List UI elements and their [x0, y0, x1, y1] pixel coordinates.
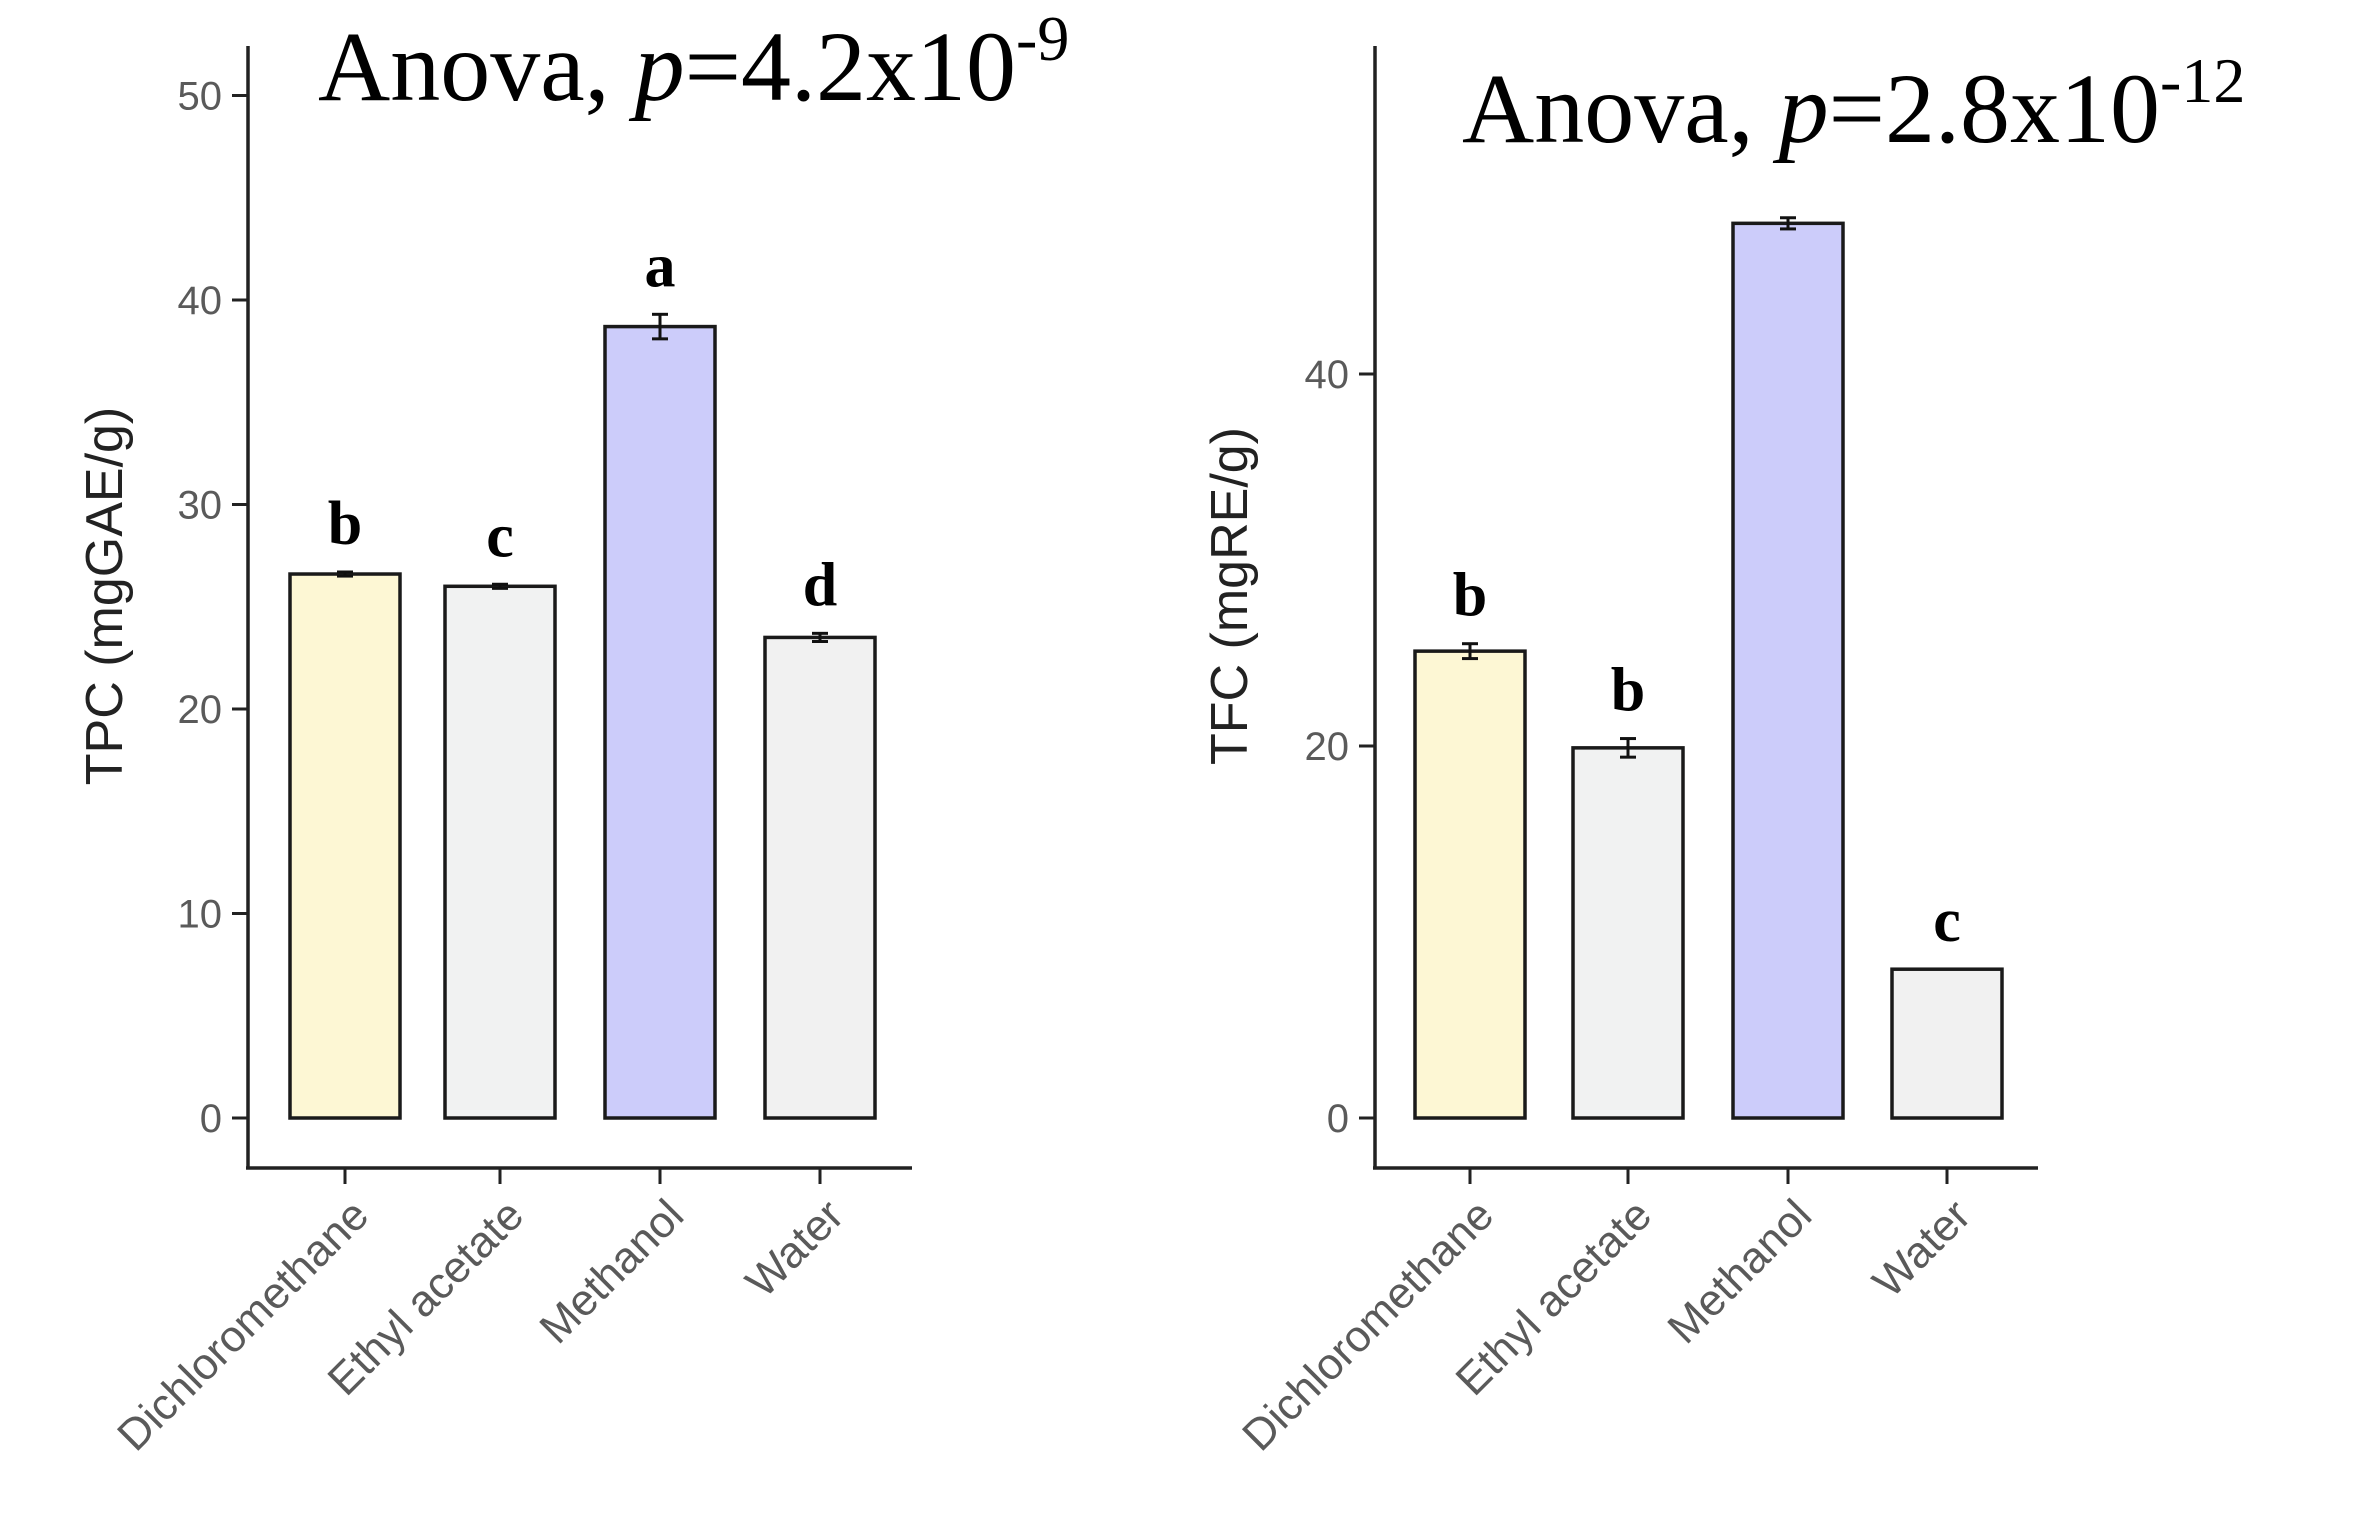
tpc-y-tick-label-1: 10 — [178, 893, 223, 937]
tpc-bar-water — [763, 635, 877, 1120]
tfc-significance-letter-3: c — [1933, 887, 1961, 955]
tfc-anova-p: p — [1773, 53, 1829, 164]
tpc-x-tick-label-3: Water — [737, 1190, 853, 1306]
tfc-anova-equals: =2.8x10 — [1829, 53, 2160, 164]
tfc-y-axis-label: TFC (mgRE/g) — [1201, 427, 1259, 765]
tpc-anova-p: p — [629, 11, 685, 122]
tpc-error-bar-3 — [812, 631, 828, 644]
tfc-anova-prefix: Anova, — [1462, 53, 1779, 164]
tpc-significance-letter-3: d — [803, 551, 837, 619]
tpc-significance-letter-0: b — [328, 490, 362, 558]
tpc-bar-methanol — [603, 324, 717, 1120]
tpc-error-bar-1 — [492, 582, 508, 590]
tpc-y-axis-label: TPC (mgGAE/g) — [76, 407, 134, 786]
tpc-y-tick-label-5: 50 — [178, 75, 223, 119]
tpc-x-tick-label-2: Methanol — [530, 1190, 693, 1353]
tpc-y-tick-label-4: 40 — [178, 279, 223, 323]
tpc-error-bar-0 — [337, 570, 353, 578]
tpc-error-bar-2 — [652, 312, 668, 341]
tfc-x-tick-label-2: Methanol — [1658, 1190, 1821, 1353]
tpc-x-tick-label-0: Dichloromethane — [108, 1190, 378, 1460]
tpc-y-tick-label-3: 30 — [178, 484, 223, 528]
tpc-bar-dichloromethane — [288, 572, 402, 1120]
tpc-significance-letters: b c a d — [328, 232, 837, 619]
tfc-bar-ethyl-acetate — [1571, 746, 1685, 1120]
tpc-anova-title: Anova, p=4.2x10-9 — [318, 3, 1069, 122]
tfc-bar-dichloromethane — [1413, 649, 1527, 1120]
tfc-error-bar-1 — [1620, 737, 1636, 759]
tpc-anova-exponent: -9 — [1016, 3, 1069, 74]
tpc-bars — [288, 324, 877, 1120]
tfc-bar-methanol — [1731, 221, 1845, 1120]
tpc-anova-prefix: Anova, — [318, 11, 635, 122]
tpc-y-ticks: 0 10 20 30 40 50 — [178, 75, 248, 1141]
tfc-x-tick-label-3: Water — [1864, 1190, 1980, 1306]
tfc-anova-exponent: -12 — [2160, 45, 2245, 116]
tfc-error-bar-0 — [1462, 642, 1478, 661]
tfc-y-ticks: 0 20 40 — [1305, 353, 1375, 1141]
tfc-anova-title: Anova, p=2.8x10-12 — [1462, 45, 2245, 164]
tfc-x-tick-label-0: Dichloromethane — [1233, 1190, 1503, 1460]
tfc-error-bars — [1462, 216, 1796, 759]
tpc-anova-equals: =4.2x10 — [685, 11, 1016, 122]
tfc-error-bar-2 — [1780, 216, 1796, 231]
tfc-bars — [1413, 221, 2004, 1120]
tpc-error-bars — [337, 312, 828, 644]
tfc-bar-water — [1890, 967, 2004, 1120]
tfc-y-tick-label-2: 40 — [1305, 353, 1350, 397]
tpc-panel: Anova, p=4.2x10-9 TPC (mgGAE/g) 0 10 20 30 4… — [76, 3, 1069, 1460]
tpc-significance-letter-1: c — [486, 502, 514, 570]
tpc-y-tick-label-0: 0 — [200, 1097, 222, 1141]
tfc-significance-letters: b b c — [1453, 562, 1961, 956]
tpc-y-tick-label-2: 20 — [178, 688, 223, 732]
tpc-bar-ethyl-acetate — [443, 584, 557, 1120]
tfc-y-tick-label-1: 20 — [1305, 725, 1350, 769]
tfc-significance-letter-0: b — [1453, 562, 1487, 630]
tfc-y-tick-label-0: 0 — [1327, 1097, 1349, 1141]
tfc-significance-letter-1: b — [1611, 657, 1645, 725]
tpc-significance-letter-2: a — [645, 232, 676, 300]
